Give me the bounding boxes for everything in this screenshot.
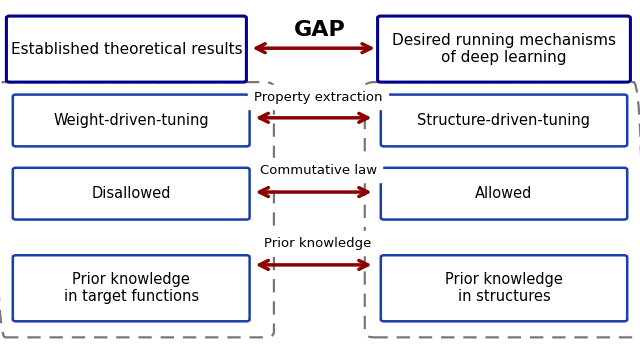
FancyBboxPatch shape (13, 255, 250, 321)
Text: Prior knowledge: Prior knowledge (264, 237, 372, 250)
FancyBboxPatch shape (6, 16, 246, 82)
FancyBboxPatch shape (381, 95, 627, 146)
FancyBboxPatch shape (13, 95, 250, 146)
Text: Structure-driven-tuning: Structure-driven-tuning (417, 113, 591, 128)
Text: Commutative law: Commutative law (259, 164, 377, 177)
FancyBboxPatch shape (13, 168, 250, 220)
Text: Weight-driven-tuning: Weight-driven-tuning (53, 113, 209, 128)
Text: Established theoretical results: Established theoretical results (11, 41, 242, 57)
Text: Prior knowledge
in target functions: Prior knowledge in target functions (63, 272, 199, 305)
FancyBboxPatch shape (381, 168, 627, 220)
FancyBboxPatch shape (381, 255, 627, 321)
Text: Allowed: Allowed (476, 186, 532, 201)
Text: Prior knowledge
in structures: Prior knowledge in structures (445, 272, 563, 305)
Text: GAP: GAP (294, 20, 346, 40)
Text: Property extraction: Property extraction (254, 91, 382, 104)
FancyBboxPatch shape (378, 16, 630, 82)
Text: Disallowed: Disallowed (92, 186, 171, 201)
Text: Desired running mechanisms
of deep learning: Desired running mechanisms of deep learn… (392, 33, 616, 65)
